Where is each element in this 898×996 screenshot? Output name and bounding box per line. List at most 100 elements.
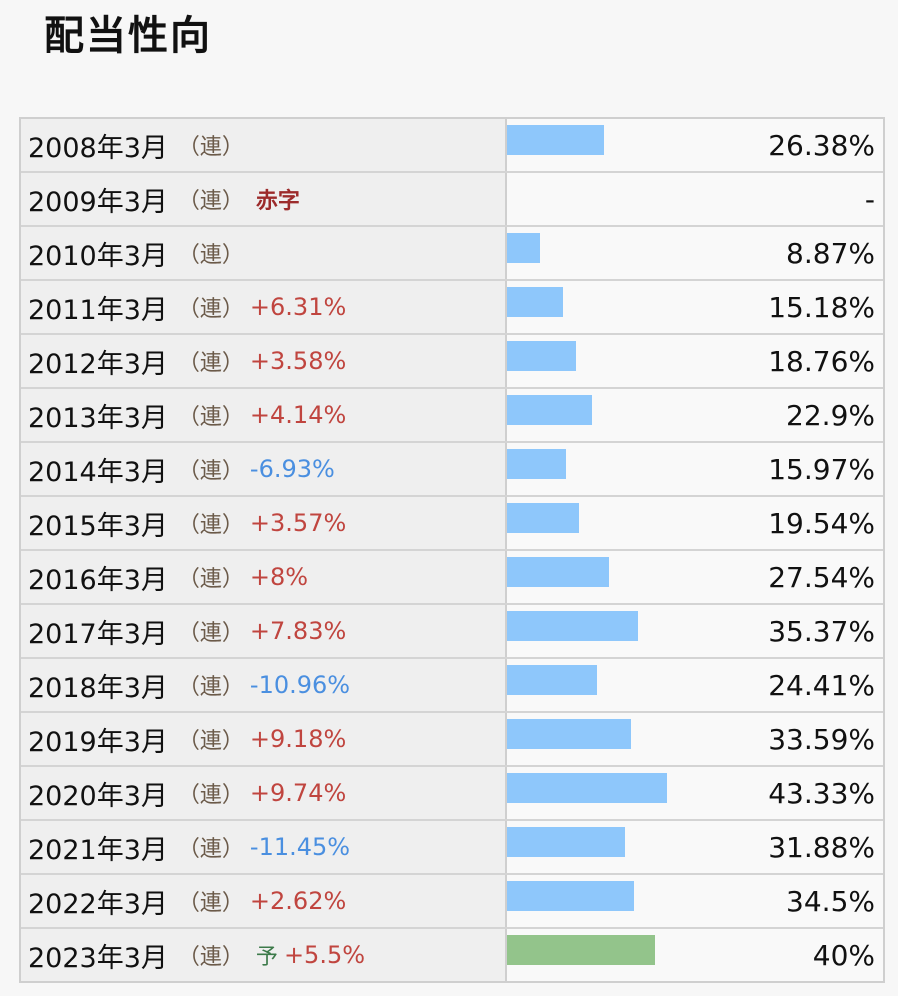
ratio-cell: 19.54% [507,497,883,549]
table-row-10: 2017年3月 （連） +7.83% 35.37% [21,605,883,659]
ratio-bar [507,611,638,641]
period-cell: 2016年3月 （連） +8% [21,551,507,603]
consolidated-marker: （連） [177,297,244,322]
table-row-13: 2020年3月 （連） +9.74% 43.33% [21,767,883,821]
consolidated-marker: （連） [177,783,244,808]
consolidated-marker: （連） [177,567,244,592]
payout-ratio-value: 27.54% [768,560,875,594]
period-cell: 2022年3月 （連） +2.62% [21,875,507,927]
ratio-bar [507,449,566,479]
payout-ratio-value: 31.88% [768,830,875,864]
ratio-bar [507,395,592,425]
consolidated-marker: （連） [177,405,244,430]
payout-ratio-value: 24.41% [768,668,875,702]
ratio-cell: 24.41% [507,659,883,711]
deficit-note: 赤字 [255,189,300,214]
fiscal-period: 2014年3月 [28,456,168,488]
payout-ratio-table: 2008年3月 （連） 26.38% 2009年3月 （連） 赤字 - 2010… [19,117,885,983]
ratio-bar [507,665,597,695]
payout-ratio-value: 43.33% [768,776,875,810]
ratio-bar [507,827,625,857]
change-value: +9.74% [249,779,347,807]
period-cell: 2009年3月 （連） 赤字 [21,173,507,225]
payout-ratio-value: 34.5% [786,884,875,918]
consolidated-marker: （連） [177,675,244,700]
consolidated-marker: （連） [177,135,244,160]
ratio-cell: - [507,173,883,225]
fiscal-period: 2018年3月 [28,672,168,704]
fiscal-period: 2023年3月 [28,942,168,974]
change-value: -6.93% [249,455,335,483]
ratio-cell: 33.59% [507,713,883,765]
change-value: +4.14% [249,401,347,429]
table-row-3: 2010年3月 （連） 8.87% [21,227,883,281]
fiscal-period: 2020年3月 [28,780,168,812]
period-cell: 2020年3月 （連） +9.74% [21,767,507,819]
table-row-8: 2015年3月 （連） +3.57% 19.54% [21,497,883,551]
change-value: +5.5% [283,941,366,969]
fiscal-period: 2010年3月 [28,240,168,272]
fiscal-period: 2022年3月 [28,888,168,920]
ratio-cell: 27.54% [507,551,883,603]
fiscal-period: 2016年3月 [28,564,168,596]
period-cell: 2021年3月 （連） -11.45% [21,821,507,873]
fiscal-period: 2008年3月 [28,132,168,164]
fiscal-period: 2015年3月 [28,510,168,542]
table-row-16: 2023年3月 （連） 予 +5.5% 40% [21,929,883,981]
payout-ratio-value: 26.38% [768,128,875,162]
consolidated-marker: （連） [177,729,244,754]
table-row-5: 2012年3月 （連） +3.58% 18.76% [21,335,883,389]
payout-ratio-value: 22.9% [786,398,875,432]
fiscal-period: 2019年3月 [28,726,168,758]
ratio-cell: 22.9% [507,389,883,441]
consolidated-marker: （連） [177,891,244,916]
payout-ratio-value: 8.87% [786,236,875,270]
payout-ratio-value: 18.76% [768,344,875,378]
change-value: +3.57% [249,509,347,537]
table-row-2: 2009年3月 （連） 赤字 - [21,173,883,227]
ratio-bar [507,287,563,317]
ratio-bar [507,773,667,803]
ratio-cell: 43.33% [507,767,883,819]
ratio-bar [507,125,604,155]
period-cell: 2011年3月 （連） +6.31% [21,281,507,333]
ratio-bar [507,557,609,587]
fiscal-period: 2013年3月 [28,402,168,434]
table-row-7: 2014年3月 （連） -6.93% 15.97% [21,443,883,497]
period-cell: 2017年3月 （連） +7.83% [21,605,507,657]
period-cell: 2015年3月 （連） +3.57% [21,497,507,549]
ratio-cell: 8.87% [507,227,883,279]
payout-ratio-value: 15.18% [768,290,875,324]
table-row-15: 2022年3月 （連） +2.62% 34.5% [21,875,883,929]
table-row-1: 2008年3月 （連） 26.38% [21,119,883,173]
change-value: +7.83% [249,617,347,645]
ratio-bar [507,341,576,371]
period-cell: 2014年3月 （連） -6.93% [21,443,507,495]
period-cell: 2012年3月 （連） +3.58% [21,335,507,387]
table-row-12: 2019年3月 （連） +9.18% 33.59% [21,713,883,767]
ratio-bar [507,503,579,533]
change-value: +8% [249,563,309,591]
consolidated-marker: （連） [177,189,244,214]
table-row-14: 2021年3月 （連） -11.45% 31.88% [21,821,883,875]
period-cell: 2018年3月 （連） -10.96% [21,659,507,711]
table-row-11: 2018年3月 （連） -10.96% 24.41% [21,659,883,713]
fiscal-period: 2011年3月 [28,294,168,326]
payout-ratio-value: 40% [812,938,875,972]
ratio-cell: 18.76% [507,335,883,387]
ratio-cell: 40% [507,929,883,981]
change-value: -11.45% [249,833,351,861]
change-value: +9.18% [249,725,347,753]
ratio-cell: 26.38% [507,119,883,171]
forecast-marker: 予 [255,945,278,970]
table-row-9: 2016年3月 （連） +8% 27.54% [21,551,883,605]
consolidated-marker: （連） [177,621,244,646]
period-cell: 2023年3月 （連） 予 +5.5% [21,929,507,981]
payout-ratio-value: 19.54% [768,506,875,540]
change-value: +2.62% [249,887,347,915]
period-cell: 2010年3月 （連） [21,227,507,279]
table-row-6: 2013年3月 （連） +4.14% 22.9% [21,389,883,443]
payout-ratio-value: 15.97% [768,452,875,486]
fiscal-period: 2009年3月 [28,186,168,218]
payout-ratio-value: 35.37% [768,614,875,648]
